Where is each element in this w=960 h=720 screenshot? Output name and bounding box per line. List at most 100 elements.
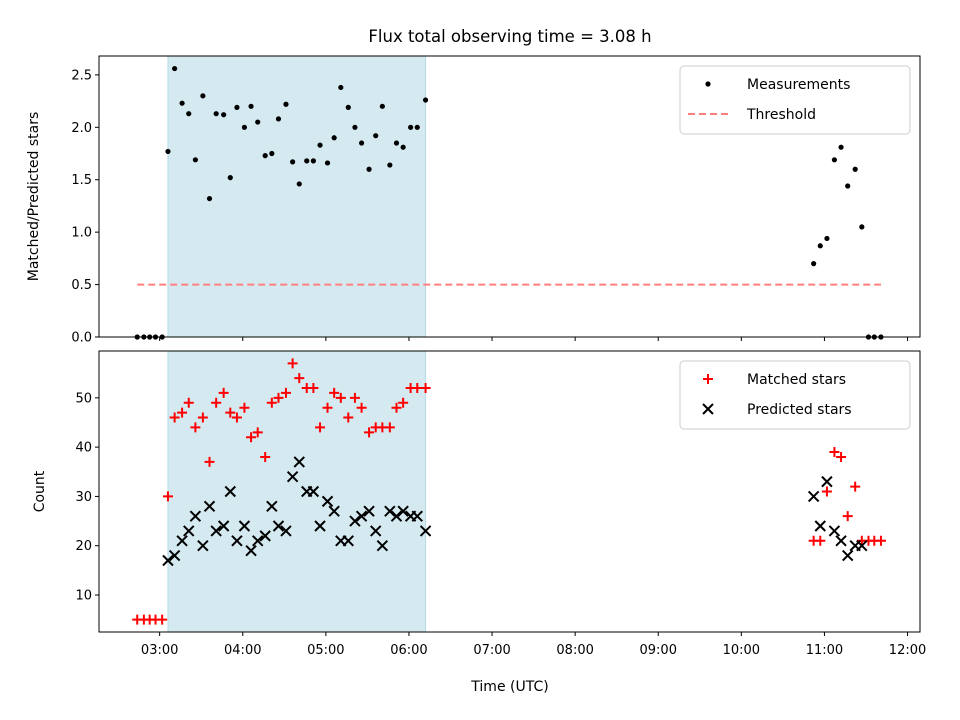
- measurements-point: [234, 104, 240, 110]
- predicted-stars-point: [238, 520, 251, 532]
- predicted-stars-point: [814, 520, 826, 532]
- measurements-point: [290, 159, 296, 165]
- counts-y-ticks: 10 20 30 40 50: [75, 391, 99, 604]
- predicted-stars-point: [419, 525, 432, 537]
- matched-stars-point: [252, 427, 263, 438]
- predicted-stars-point: [272, 520, 285, 532]
- matched-stars-point: [384, 422, 395, 433]
- measurements-point: [296, 181, 302, 187]
- measurements-point: [366, 166, 372, 172]
- measurements-point: [379, 103, 385, 109]
- measurements-point: [317, 142, 323, 148]
- predicted-stars-point: [397, 505, 409, 517]
- predicted-stars-point: [835, 535, 847, 547]
- measurements-point: [248, 103, 254, 109]
- matched-stars-point: [260, 451, 271, 462]
- matched-stars-point: [231, 412, 242, 423]
- counts-panel: 10 20 30 40 50 03:00 04:00 05:00 06:00 07:00 08:0…: [32, 350, 926, 658]
- measurements-point: [338, 84, 344, 91]
- predicted-stars-point: [280, 525, 292, 537]
- measurements-point: [241, 124, 248, 130]
- x-axis-label: Time (UTC): [470, 679, 548, 695]
- measurements-point: [831, 157, 838, 163]
- matched-stars-point: [836, 451, 847, 462]
- y-tick-label: 0.5: [71, 278, 92, 293]
- measurements-point: [192, 157, 198, 163]
- predicted-stars-point: [293, 456, 305, 468]
- matched-stars-point: [273, 392, 284, 403]
- x-tick-label: 07:00: [473, 643, 510, 658]
- matched-stars-point: [875, 535, 886, 546]
- matched-stars-point: [280, 387, 291, 398]
- matched-stars-point: [197, 412, 208, 423]
- y-tick-label: 10: [75, 589, 92, 604]
- matched-stars-point: [157, 614, 168, 625]
- matched-stars-point: [398, 397, 409, 408]
- legend-measurements-handle: [705, 81, 711, 87]
- y-tick-label: 1.0: [71, 226, 92, 241]
- matched-stars-point: [821, 486, 832, 497]
- chart-title: Flux total observing time = 3.08 h: [368, 27, 651, 46]
- matched-stars-point: [850, 481, 861, 492]
- predicted-stars-point: [370, 525, 382, 537]
- legend-label: Matched stars: [747, 372, 846, 388]
- measurements-point: [852, 166, 858, 172]
- measurements-point: [324, 160, 331, 166]
- measurements-point: [213, 111, 219, 117]
- legend-matched-stars-handle: [703, 374, 713, 384]
- predicted-stars-point: [384, 505, 396, 517]
- counts-y-axis-label: Count: [32, 470, 48, 512]
- measurements-point: [422, 97, 429, 103]
- measurements-point: [845, 183, 851, 189]
- predicted-stars-point: [189, 510, 202, 522]
- legend-label: Measurements: [747, 77, 850, 93]
- x-tick-label: 05:00: [307, 643, 344, 658]
- x-tick-label: 12:00: [889, 643, 926, 658]
- measurements-point: [186, 111, 192, 117]
- matched-stars-point: [815, 535, 826, 546]
- matched-stars-point: [266, 397, 277, 408]
- measurements-point: [838, 144, 844, 150]
- predicted-stars-point: [363, 505, 375, 517]
- predicted-stars-point: [807, 490, 820, 503]
- matched-stars-point: [308, 382, 319, 393]
- measurements-point: [269, 150, 275, 157]
- counts-shaded-region: [167, 350, 427, 633]
- matched-stars-point: [322, 402, 333, 413]
- predicted-stars-point: [203, 500, 216, 512]
- matched-stars-point: [183, 397, 194, 408]
- matched-stars-point: [329, 387, 340, 398]
- matched-stars-point: [239, 402, 250, 413]
- measurements-point: [206, 195, 213, 202]
- measurements-point: [393, 140, 400, 146]
- predicted-stars-point: [376, 540, 389, 552]
- x-tick-label: 06:00: [390, 643, 427, 658]
- measurements-point: [387, 162, 393, 168]
- matched-stars-point: [391, 402, 402, 413]
- matched-stars-point: [218, 387, 229, 398]
- measurements-point: [227, 175, 233, 181]
- matched-stars-point: [177, 407, 188, 418]
- predicted-stars-point: [183, 525, 195, 537]
- x-tick-label: 10:00: [723, 643, 760, 658]
- matched-stars-point: [246, 432, 257, 443]
- matched-stars-point: [349, 392, 360, 403]
- predicted-stars-point: [176, 535, 188, 547]
- measurements-point: [255, 119, 261, 125]
- ratio-x-ticks: [159, 337, 909, 341]
- x-tick-label: 04:00: [224, 643, 261, 658]
- measurements-point: [400, 144, 406, 150]
- predicted-stars-point: [821, 475, 833, 488]
- matched-stars-point: [420, 382, 431, 393]
- x-tick-label: 03:00: [141, 643, 178, 658]
- y-tick-label: 2.0: [71, 121, 92, 136]
- predicted-stars-point: [266, 500, 278, 512]
- measurements-point: [179, 100, 185, 106]
- measurements-point: [824, 235, 830, 242]
- predicted-stars-point: [342, 535, 354, 547]
- matched-stars-point: [842, 511, 853, 522]
- predicted-stars-point: [252, 535, 264, 547]
- measurements-point: [221, 112, 227, 118]
- measurements-point: [358, 140, 365, 146]
